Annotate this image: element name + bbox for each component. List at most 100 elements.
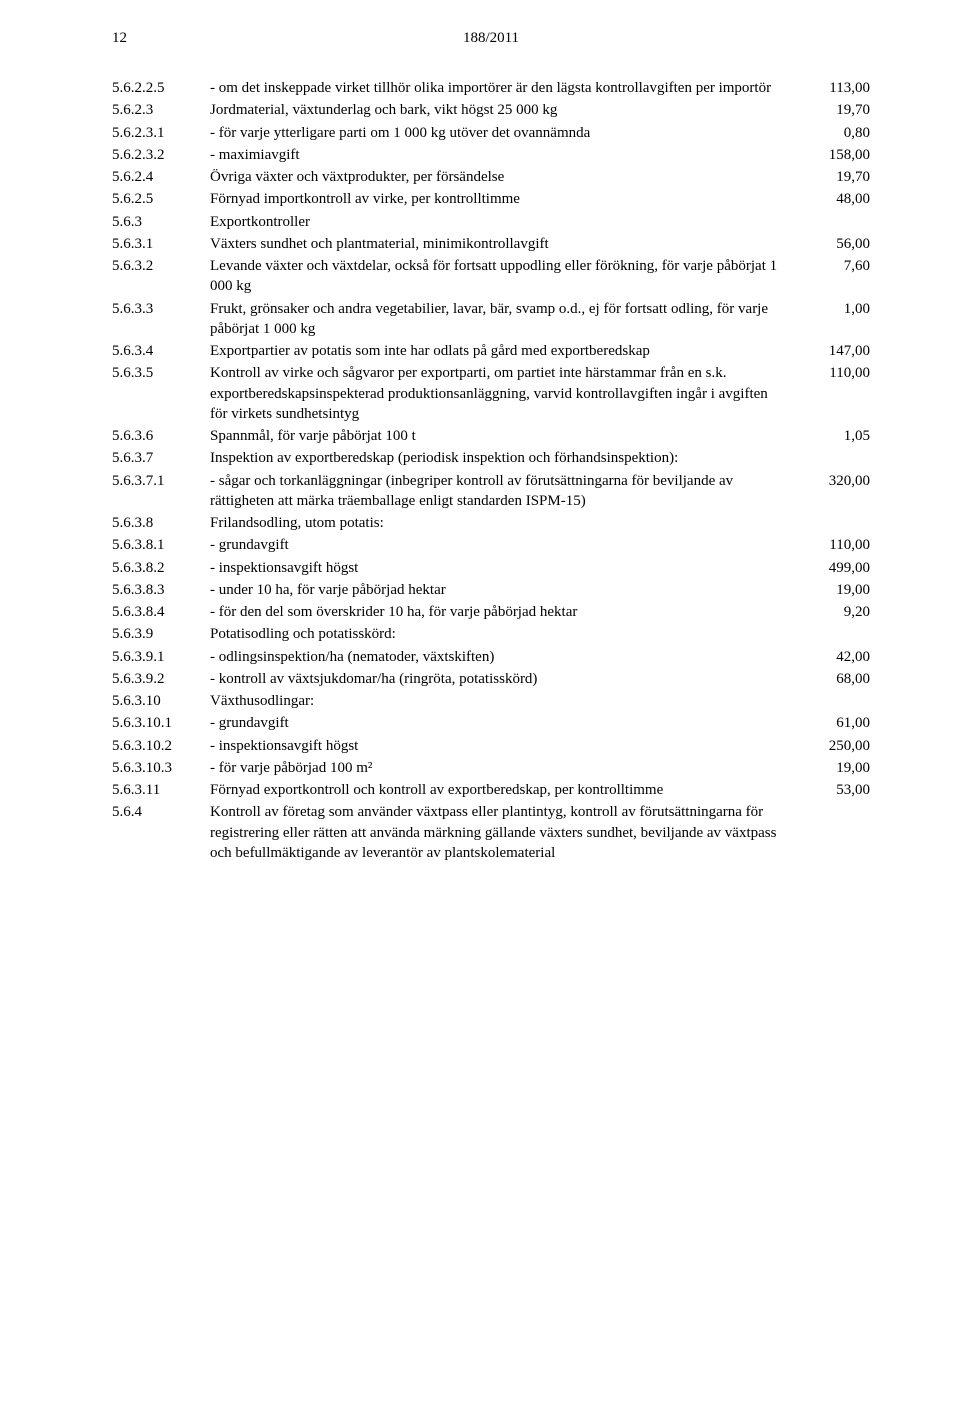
row-code: 5.6.3.8.1 — [112, 535, 210, 555]
table-row: 5.6.3.9Potatisodling och potatisskörd: — [112, 624, 870, 644]
table-row: 5.6.2.3.1- för varje ytterligare parti o… — [112, 123, 870, 143]
row-code: 5.6.3.3 — [112, 299, 210, 319]
table-row: 5.6.2.3.2- maximiavgift158,00 — [112, 145, 870, 165]
row-text: Exportpartier av potatis som inte har od… — [210, 341, 798, 361]
page-header: 12 188/2011 — [112, 28, 870, 54]
row-value: 0,80 — [798, 123, 870, 143]
row-code: 5.6.3.10.2 — [112, 736, 210, 756]
row-value: 61,00 — [798, 713, 870, 733]
row-value: 158,00 — [798, 145, 870, 165]
row-code: 5.6.3.9.1 — [112, 647, 210, 667]
row-text: Kontroll av virke och sågvaror per expor… — [210, 363, 798, 424]
row-text: - för varje ytterligare parti om 1 000 k… — [210, 123, 798, 143]
table-row: 5.6.4Kontroll av företag som använder vä… — [112, 802, 870, 863]
row-value: 19,00 — [798, 758, 870, 778]
row-value: 68,00 — [798, 669, 870, 689]
row-value: 7,60 — [798, 256, 870, 276]
row-value: 19,70 — [798, 100, 870, 120]
table-row: 5.6.2.2.5- om det inskeppade virket till… — [112, 78, 870, 98]
row-code: 5.6.3.2 — [112, 256, 210, 276]
table-row: 5.6.3.11Förnyad exportkontroll och kontr… — [112, 780, 870, 800]
row-code: 5.6.2.3 — [112, 100, 210, 120]
row-code: 5.6.3.8.4 — [112, 602, 210, 622]
table-row: 5.6.2.5Förnyad importkontroll av virke, … — [112, 189, 870, 209]
page: 12 188/2011 5.6.2.2.5- om det inskeppade… — [0, 0, 960, 905]
row-value: 499,00 — [798, 558, 870, 578]
row-text: Jordmaterial, växtunderlag och bark, vik… — [210, 100, 798, 120]
row-text: - grundavgift — [210, 713, 798, 733]
row-code: 5.6.2.3.2 — [112, 145, 210, 165]
row-code: 5.6.3.8.3 — [112, 580, 210, 600]
row-text: - grundavgift — [210, 535, 798, 555]
table-row: 5.6.3.10.2- inspektionsavgift högst250,0… — [112, 736, 870, 756]
row-code: 5.6.3.6 — [112, 426, 210, 446]
row-text: Förnyad importkontroll av virke, per kon… — [210, 189, 798, 209]
row-code: 5.6.2.3.1 — [112, 123, 210, 143]
row-text: Inspektion av exportberedskap (periodisk… — [210, 448, 798, 468]
table-row: 5.6.3.4Exportpartier av potatis som inte… — [112, 341, 870, 361]
row-text: Förnyad exportkontroll och kontroll av e… — [210, 780, 798, 800]
row-text: - odlingsinspektion/ha (nematoder, växts… — [210, 647, 798, 667]
row-value: 1,00 — [798, 299, 870, 319]
row-code: 5.6.2.5 — [112, 189, 210, 209]
row-text: - för varje påbörjad 100 m² — [210, 758, 798, 778]
row-text: - under 10 ha, för varje påbörjad hektar — [210, 580, 798, 600]
table-row: 5.6.3.8.4- för den del som överskrider 1… — [112, 602, 870, 622]
table-row: 5.6.3.3Frukt, grönsaker och andra vegeta… — [112, 299, 870, 340]
row-code: 5.6.2.2.5 — [112, 78, 210, 98]
table-row: 5.6.3Exportkontroller — [112, 212, 870, 232]
table-row: 5.6.3.6Spannmål, för varje påbörjat 100 … — [112, 426, 870, 446]
row-code: 5.6.3.4 — [112, 341, 210, 361]
row-code: 5.6.3.7 — [112, 448, 210, 468]
row-text: Övriga växter och växtprodukter, per för… — [210, 167, 798, 187]
row-text: Potatisodling och potatisskörd: — [210, 624, 798, 644]
table-row: 5.6.3.7.1- sågar och torkanläggningar (i… — [112, 471, 870, 512]
row-value: 320,00 — [798, 471, 870, 491]
document-number: 188/2011 — [463, 28, 519, 48]
row-value: 110,00 — [798, 535, 870, 555]
row-code: 5.6.2.4 — [112, 167, 210, 187]
row-code: 5.6.3.10 — [112, 691, 210, 711]
row-text: Kontroll av företag som använder växtpas… — [210, 802, 798, 863]
page-number: 12 — [112, 28, 127, 48]
row-value: 110,00 — [798, 363, 870, 383]
row-text: Levande växter och växtdelar, också för … — [210, 256, 798, 297]
table-row: 5.6.3.10.1- grundavgift61,00 — [112, 713, 870, 733]
row-value: 19,70 — [798, 167, 870, 187]
table-row: 5.6.3.8.3- under 10 ha, för varje påbörj… — [112, 580, 870, 600]
row-text: Frilandsodling, utom potatis: — [210, 513, 798, 533]
table-row: 5.6.3.7Inspektion av exportberedskap (pe… — [112, 448, 870, 468]
row-text: - maximiavgift — [210, 145, 798, 165]
row-value: 19,00 — [798, 580, 870, 600]
row-text: - kontroll av växtsjukdomar/ha (ringröta… — [210, 669, 798, 689]
table-row: 5.6.3.8.1- grundavgift110,00 — [112, 535, 870, 555]
row-value: 113,00 — [798, 78, 870, 98]
row-text: Växters sundhet och plantmaterial, minim… — [210, 234, 798, 254]
row-code: 5.6.3.9 — [112, 624, 210, 644]
row-text: Exportkontroller — [210, 212, 798, 232]
regulation-table: 5.6.2.2.5- om det inskeppade virket till… — [112, 78, 870, 863]
row-value: 53,00 — [798, 780, 870, 800]
table-row: 5.6.3.10Växthusodlingar: — [112, 691, 870, 711]
row-text: Frukt, grönsaker och andra vegetabilier,… — [210, 299, 798, 340]
row-code: 5.6.3.7.1 — [112, 471, 210, 491]
table-row: 5.6.2.3Jordmaterial, växtunderlag och ba… — [112, 100, 870, 120]
table-row: 5.6.3.9.1- odlingsinspektion/ha (nematod… — [112, 647, 870, 667]
table-row: 5.6.3.2Levande växter och växtdelar, ock… — [112, 256, 870, 297]
table-row: 5.6.3.1Växters sundhet och plantmaterial… — [112, 234, 870, 254]
row-text: - inspektionsavgift högst — [210, 558, 798, 578]
row-code: 5.6.3.11 — [112, 780, 210, 800]
row-code: 5.6.3.8.2 — [112, 558, 210, 578]
row-text: Växthusodlingar: — [210, 691, 798, 711]
table-row: 5.6.2.4Övriga växter och växtprodukter, … — [112, 167, 870, 187]
row-text: - för den del som överskrider 10 ha, för… — [210, 602, 798, 622]
table-row: 5.6.3.8.2- inspektionsavgift högst499,00 — [112, 558, 870, 578]
row-text: - inspektionsavgift högst — [210, 736, 798, 756]
row-value: 250,00 — [798, 736, 870, 756]
row-value: 9,20 — [798, 602, 870, 622]
row-code: 5.6.3.1 — [112, 234, 210, 254]
table-row: 5.6.3.5Kontroll av virke och sågvaror pe… — [112, 363, 870, 424]
row-code: 5.6.3.9.2 — [112, 669, 210, 689]
row-value: 56,00 — [798, 234, 870, 254]
row-text: Spannmål, för varje påbörjat 100 t — [210, 426, 798, 446]
